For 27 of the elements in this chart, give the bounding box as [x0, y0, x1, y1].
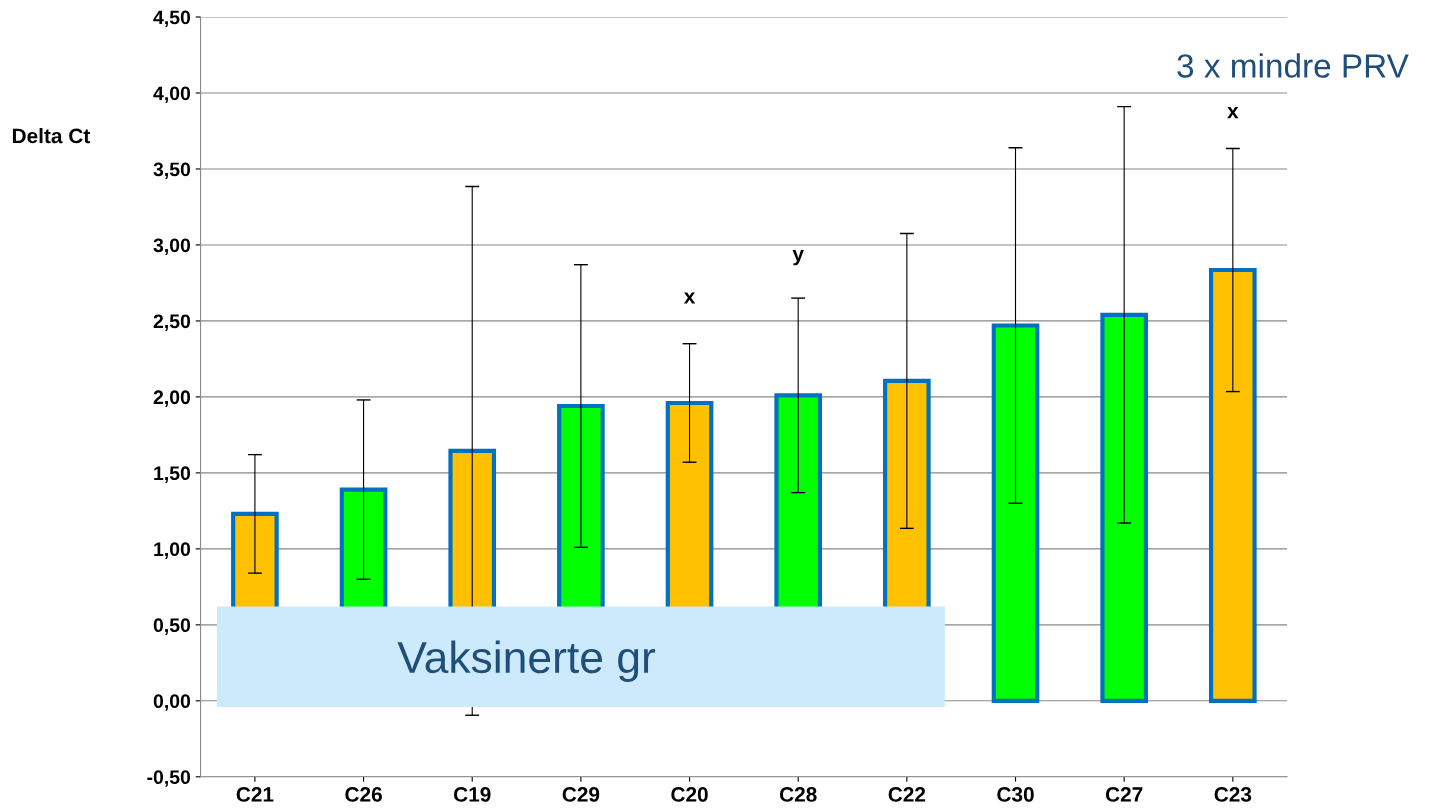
annotation: y [792, 249, 804, 266]
x-tick-label: C20 [671, 787, 708, 802]
y-tick-label: 0,50 [153, 618, 191, 635]
annotation: 3 x mindre PRV [1177, 53, 1409, 78]
x-tick-label: C22 [888, 787, 926, 802]
annotation: Vaksinerte gr [397, 640, 656, 683]
x-tick-label: C30 [997, 787, 1034, 802]
y-tick-label: 1,00 [154, 542, 191, 559]
y-tick-label: -0,50 [147, 770, 191, 787]
annotation: x [683, 292, 696, 304]
y-tick-label: 2,00 [153, 390, 191, 407]
y-tick-label: 3,50 [153, 162, 191, 180]
y-tick-label: 4,00 [153, 86, 191, 104]
y-axis-title: Delta Ct [12, 127, 90, 144]
y-tick-label: 2,50 [153, 314, 191, 331]
x-tick-label: C28 [779, 787, 817, 802]
x-tick-label: C27 [1105, 787, 1143, 802]
x-tick-label: C19 [453, 787, 491, 802]
x-tick-label: C29 [562, 787, 600, 802]
y-tick-label: 0,00 [153, 694, 191, 711]
y-tick-label: 4,50 [153, 10, 191, 28]
x-tick-label: C23 [1214, 787, 1252, 802]
y-tick-label: 1,50 [154, 466, 191, 483]
annotation: x [1227, 107, 1239, 119]
x-tick-label: C21 [236, 787, 274, 802]
y-tick-label: 3,00 [153, 238, 191, 255]
x-tick-label: C26 [345, 787, 382, 802]
